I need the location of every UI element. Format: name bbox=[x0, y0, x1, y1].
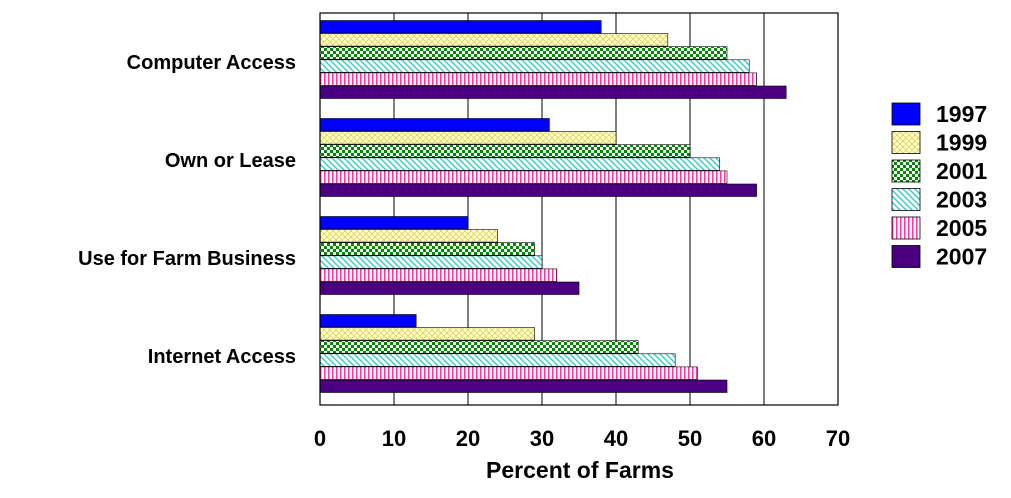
legend-label-1999: 1999 bbox=[936, 130, 987, 156]
bar-1999-use-for-farm-business bbox=[319, 229, 498, 243]
legend-swatch-2007 bbox=[891, 245, 921, 268]
x-tick-label: 70 bbox=[826, 426, 850, 451]
bar-1997-computer-access bbox=[319, 20, 602, 34]
legend-label-2001: 2001 bbox=[936, 158, 987, 184]
bar-2007-own-or-lease bbox=[319, 183, 757, 197]
bar-1997-internet-access bbox=[319, 314, 417, 328]
bar-2001-own-or-lease bbox=[319, 144, 691, 158]
legend-swatch-1997 bbox=[891, 102, 921, 126]
bar-1997-use-for-farm-business bbox=[319, 216, 469, 230]
bar-2005-use-for-farm-business bbox=[319, 268, 558, 282]
x-tick-label: 40 bbox=[604, 426, 628, 451]
bar-1999-computer-access bbox=[319, 33, 669, 47]
bar-2003-computer-access bbox=[319, 59, 750, 73]
bar-2007-use-for-farm-business bbox=[319, 281, 580, 295]
bar-2001-internet-access bbox=[319, 340, 639, 354]
bar-2005-own-or-lease bbox=[319, 170, 728, 184]
category-label: Own or Lease bbox=[165, 150, 296, 172]
bar-2003-internet-access bbox=[319, 353, 676, 367]
legend-swatch-2005 bbox=[891, 216, 921, 240]
legend-swatch-2003 bbox=[891, 188, 921, 211]
bar-1997-own-or-lease bbox=[319, 118, 550, 132]
category-label: Internet Access bbox=[148, 346, 296, 368]
bar-2001-computer-access bbox=[319, 46, 728, 60]
bar-2003-own-or-lease bbox=[319, 157, 720, 171]
x-tick-label: 30 bbox=[530, 426, 554, 451]
legend-swatch-2001 bbox=[891, 159, 921, 183]
bar-2005-computer-access bbox=[319, 72, 757, 86]
category-label: Use for Farm Business bbox=[78, 248, 296, 270]
legend-label-2003: 2003 bbox=[936, 187, 987, 213]
legend-label-2005: 2005 bbox=[936, 215, 987, 241]
legend-label-2007: 2007 bbox=[936, 244, 987, 270]
x-tick-label: 20 bbox=[456, 426, 480, 451]
legend-swatch-1999 bbox=[891, 131, 921, 154]
legend-label-1997: 1997 bbox=[936, 101, 987, 127]
x-tick-label: 0 bbox=[314, 426, 326, 451]
bar-2007-internet-access bbox=[319, 379, 728, 393]
x-axis-title: Percent of Farms bbox=[486, 457, 674, 483]
plot-border bbox=[319, 12, 839, 406]
bar-2007-computer-access bbox=[319, 85, 787, 99]
x-tick-label: 50 bbox=[678, 426, 702, 451]
bar-2003-use-for-farm-business bbox=[319, 255, 543, 269]
bar-1999-internet-access bbox=[319, 327, 535, 341]
x-tick-label: 60 bbox=[752, 426, 776, 451]
x-tick-label: 10 bbox=[382, 426, 406, 451]
bar-1999-own-or-lease bbox=[319, 131, 617, 145]
bar-2001-use-for-farm-business bbox=[319, 242, 535, 256]
category-label: Computer Access bbox=[127, 52, 296, 74]
bar-2005-internet-access bbox=[319, 366, 698, 380]
